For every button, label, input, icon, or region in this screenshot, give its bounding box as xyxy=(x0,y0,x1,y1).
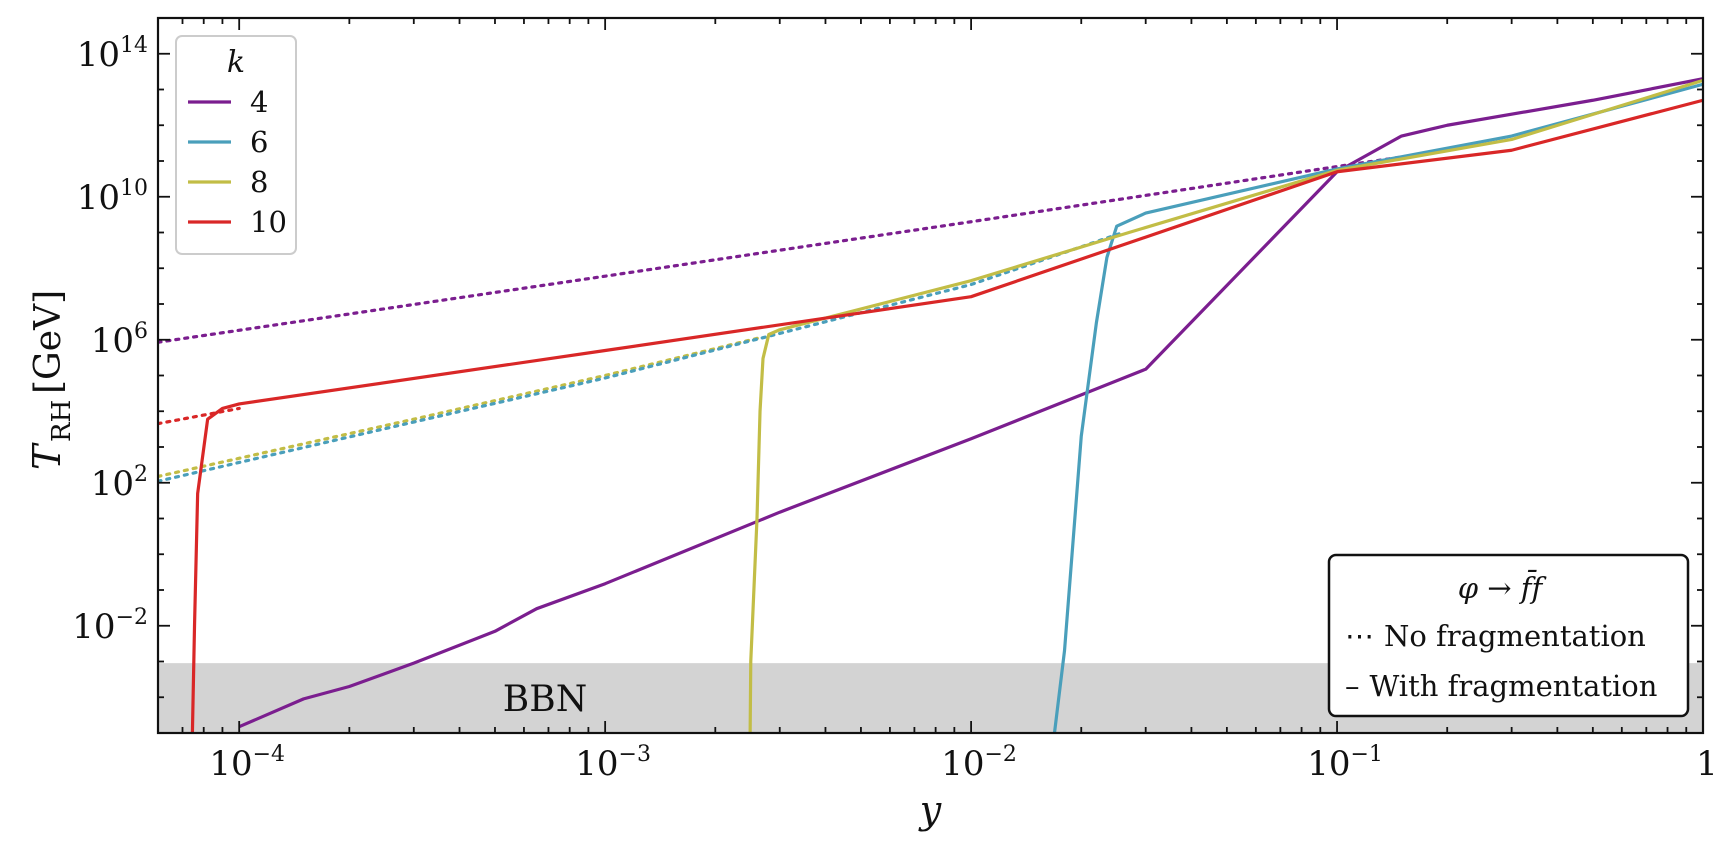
x-tick-exponent: −4 xyxy=(253,742,285,767)
y-axis-title-subscript: RH xyxy=(47,400,77,442)
x-tick-exponent: −2 xyxy=(985,742,1017,767)
x-tick-label: 10−1 xyxy=(1307,742,1383,784)
y-tick-label: 102 xyxy=(91,462,148,504)
series-layer xyxy=(158,77,1703,733)
x-tick-label: 10−4 xyxy=(209,742,285,784)
x-tick-exponent: −3 xyxy=(619,742,651,767)
y-axis-title-symbol: T xyxy=(25,442,69,470)
y-tick-label: 10−2 xyxy=(72,605,148,647)
y-tick-label: 1010 xyxy=(77,176,148,218)
y-tick-base: 10 xyxy=(77,178,120,218)
x-axis-title: y xyxy=(918,788,942,832)
series-k4-nofrag xyxy=(158,148,1449,344)
y-tick-base: 10 xyxy=(72,607,115,647)
legend-k-label: 8 xyxy=(250,165,268,199)
legend-style-entry: ⋯ No fragmentation xyxy=(1345,619,1646,653)
y-tick-exponent: 14 xyxy=(120,33,148,58)
y-tick-label: 1014 xyxy=(77,33,148,75)
series-k10-frag xyxy=(190,98,1703,733)
legend-k: k 4 6 8 10 xyxy=(175,35,297,255)
legend-style-title: φ → f̄f xyxy=(1458,569,1548,605)
series-k8-nofrag xyxy=(158,335,765,479)
bbn-label: BBN xyxy=(503,679,587,720)
y-axis-title-unit: [GeV] xyxy=(28,290,69,394)
series-k4-frag xyxy=(238,77,1703,729)
y-tick-base: 10 xyxy=(91,464,134,504)
y-tick-label: 106 xyxy=(91,319,148,361)
y-tick-exponent: 6 xyxy=(134,319,148,344)
legend-k-box xyxy=(175,35,297,255)
y-axis-title: T RH [GeV] xyxy=(25,290,77,470)
x-tick-base: 10 xyxy=(575,744,618,784)
series-k8-frag xyxy=(748,78,1703,733)
x-tick-base: 10 xyxy=(209,744,252,784)
legend-k-label: 6 xyxy=(250,125,268,159)
plot-frame-layer xyxy=(156,16,1705,735)
y-tick-base: 10 xyxy=(91,321,134,361)
x-tick-label: 10−2 xyxy=(941,742,1017,784)
legend-k-label: 10 xyxy=(250,205,287,239)
x-tick-base: 1 xyxy=(1696,744,1718,784)
x-tick-base: 10 xyxy=(941,744,984,784)
legend-k-title: k xyxy=(227,45,245,80)
legend-style-label: No fragmentation xyxy=(1384,619,1646,653)
legend-style-label: With fragmentation xyxy=(1370,669,1658,703)
legend-style-entry: – With fragmentation xyxy=(1345,669,1657,703)
legend-style-marker: – xyxy=(1345,669,1360,703)
legend-style-marker: ⋯ xyxy=(1345,619,1374,653)
y-tick-base: 10 xyxy=(77,35,120,75)
y-tick-exponent: −2 xyxy=(116,605,148,630)
series-k10-nofrag xyxy=(158,406,241,426)
legend-style-entries: ⋯ No fragmentation– With fragmentation xyxy=(1345,619,1657,703)
x-tick-base: 10 xyxy=(1307,744,1350,784)
series-k6-frag xyxy=(1052,82,1703,733)
x-tick-label: 1 xyxy=(1696,744,1718,784)
legend-k-entries: 4 6 8 10 xyxy=(188,85,287,239)
legend-style: φ → f̄f ⋯ No fragmentation– With fragmenta… xyxy=(1327,553,1690,718)
x-tick-label-layer: 10−4 10−3 10−2 10−1 1 xyxy=(209,742,1717,784)
legend-style-box xyxy=(1327,553,1690,718)
y-tick-exponent: 2 xyxy=(134,462,148,487)
legend-k-label: 4 xyxy=(250,85,268,119)
y-tick-exponent: 10 xyxy=(120,176,148,201)
x-tick-label: 10−3 xyxy=(575,742,651,784)
series-k6-nofrag xyxy=(158,230,1125,483)
x-tick-exponent: −1 xyxy=(1350,742,1382,767)
